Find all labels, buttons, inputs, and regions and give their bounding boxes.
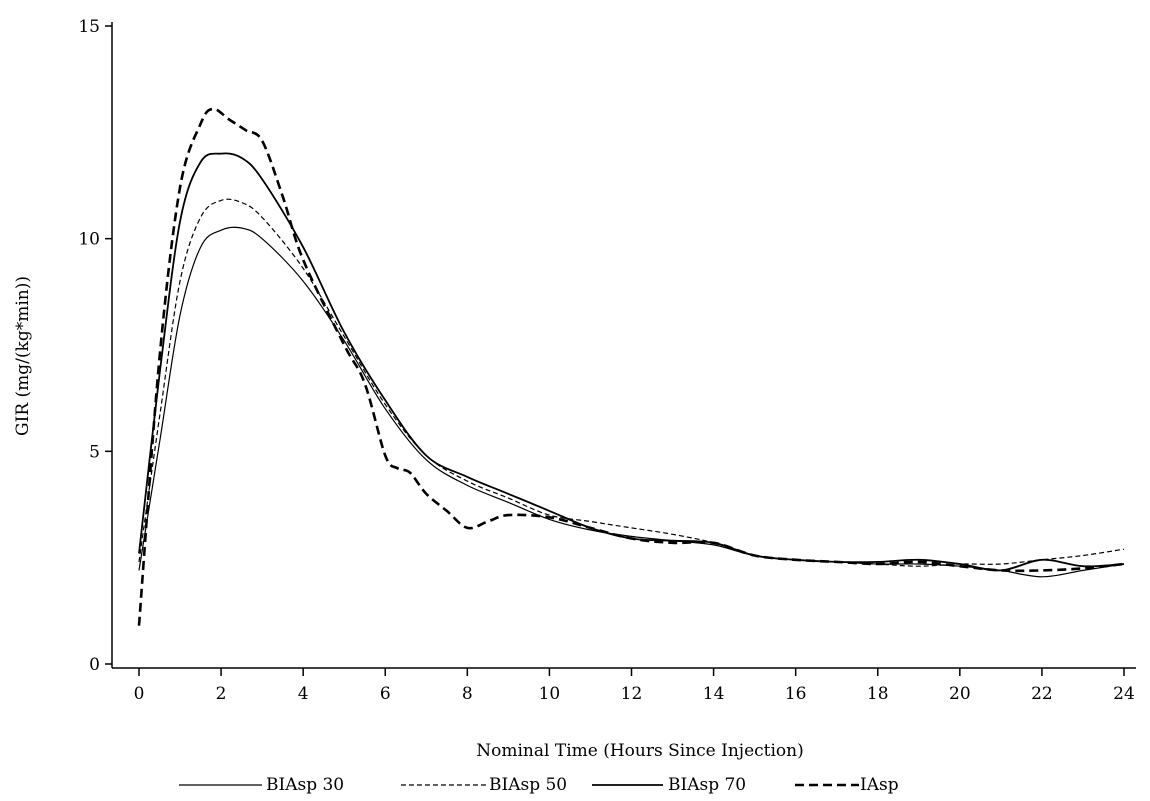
x-tick-label: 22 [1031,684,1053,704]
x-tick-label: 0 [134,684,145,704]
series-line-3 [138,152,1125,572]
x-axis-label: Nominal Time (Hours Since Injection) [476,741,803,761]
y-tick-label: 0 [89,655,100,675]
y-axis-label: GIR (mg/(kg*min)) [13,276,33,436]
series-line-4 [137,107,1125,626]
legend-label: BIAsp 70 [668,775,746,795]
y-tick-label: 10 [78,230,100,250]
series-layer [137,107,1125,626]
legend: BIAsp 30 BIAsp 50 BIAsp 70 IAsp [179,775,899,795]
x-tick-label: 18 [867,684,889,704]
x-tick-label: 12 [621,684,643,704]
y-tick-label: 5 [89,442,100,462]
x-tick-label: 24 [1113,684,1135,704]
x-tick-label: 8 [462,684,473,704]
x-tick-label: 6 [380,684,391,704]
legend-label: IAsp [860,775,899,795]
legend-label: BIAsp 30 [266,775,344,795]
x-tick-label: 2 [216,684,227,704]
x-tick-label: 20 [949,684,971,704]
series-line-2 [138,198,1125,567]
y-tick-label: 15 [78,17,100,37]
x-tick-label: 10 [539,684,561,704]
x-tick-label: 14 [703,684,725,704]
x-tick-label: 16 [785,684,807,704]
x-tick-label: 4 [298,684,309,704]
series-line-1 [138,226,1125,578]
legend-label: BIAsp 50 [489,775,567,795]
